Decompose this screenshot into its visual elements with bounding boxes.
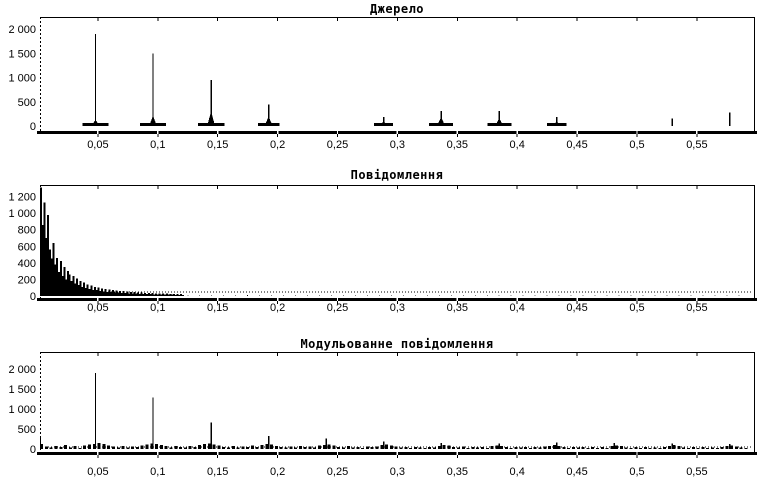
x-tick-label: 0,15	[207, 302, 228, 314]
chart-title-message: Повідомлення	[350, 168, 444, 182]
x-tick-label: 0,3	[390, 466, 405, 478]
y-tick-label: 1 000	[8, 208, 36, 220]
x-axis-tick-gap	[696, 131, 698, 134]
x-tick-label: 0,05	[87, 466, 108, 478]
y-tick-label: 600	[18, 241, 36, 253]
x-tick-label: 0,25	[327, 302, 348, 314]
y-tick-label: 1 500	[8, 48, 36, 60]
y-tick-label: 1 000	[8, 404, 36, 416]
x-tick-label: 0,55	[686, 302, 707, 314]
x-tick-label: 0,4	[510, 139, 525, 151]
y-tick-label: 2 000	[8, 24, 36, 36]
x-axis-tick-gap	[636, 452, 638, 455]
x-tick-label: 0,5	[629, 466, 644, 478]
x-tick-label: 0,5	[629, 139, 644, 151]
x-axis-tick-gap	[516, 131, 518, 134]
y-tick-label: 200	[18, 274, 36, 286]
x-axis-tick-gap	[696, 298, 698, 301]
y-tick-label: 0	[30, 291, 36, 303]
chart-plot-source: 0,05 0,1 0,15 0,2 0,25 0,3 0,35 0,4 0,45 0,5 0,55 0…	[8, 17, 757, 151]
x-axis-tick-gap	[636, 298, 638, 301]
x-axis-tick-gap	[516, 452, 518, 455]
x-tick-label: 0,4	[510, 302, 525, 314]
x-tick-label: 0,25	[327, 139, 348, 151]
noise-bars	[40, 187, 184, 296]
x-axis-tick-gap	[456, 298, 458, 301]
x-tick-label: 0,35	[447, 139, 468, 151]
x-axis-tick-gap	[217, 452, 219, 455]
x-axis-tick-gap	[97, 452, 99, 455]
x-axis-tick-gap	[217, 131, 219, 134]
x-axis-tick-gap	[336, 298, 339, 301]
x-axis-tick-gap	[576, 452, 578, 455]
chart-title-source: Джерело	[369, 2, 425, 16]
x-tick-label: 0,15	[207, 139, 228, 151]
x-tick-label: 0,3	[390, 302, 405, 314]
x-axis-tick-gap	[576, 131, 578, 134]
y-tick-label: 800	[18, 225, 36, 237]
x-tick-label: 0,2	[270, 302, 285, 314]
chart-section-source: Джерело 0,05 0,1 0,15 0,2 0,25 0,3 0,35 0,4 0,45…	[0, 0, 765, 158]
x-axis-tick-gap	[336, 452, 339, 455]
x-tick-label: 0,1	[150, 302, 165, 314]
y-tick-label: 0	[30, 121, 36, 133]
x-axis-tick-gap	[456, 452, 458, 455]
chart-title-modulated: Модульованне повідомлення	[300, 337, 494, 351]
y-tick-label: 0	[30, 444, 36, 456]
x-axis-tick-gap	[157, 452, 159, 455]
x-tick-label: 0,3	[390, 139, 405, 151]
y-tick-label: 1 000	[8, 73, 36, 85]
x-tick-label: 0,5	[629, 302, 644, 314]
x-tick-label: 0,05	[87, 139, 108, 151]
x-axis-tick-gap	[636, 131, 638, 134]
x-tick-label: 0,1	[150, 466, 165, 478]
x-axis-tick-gap	[276, 131, 279, 134]
x-axis-tick-gap	[456, 131, 458, 134]
x-axis-tick-gap	[97, 131, 99, 134]
y-tick-label: 500	[18, 424, 36, 436]
chart-section-modulated: Модульованне повідомлення 0,05 0,1 0,15 0,2…	[0, 328, 765, 481]
x-axis-tick-gap	[157, 298, 159, 301]
tail-bars	[187, 295, 740, 296]
x-axis-tick-gap	[276, 298, 279, 301]
chart-section-message: Повідомлення 0,05 0,1 0,15 0,2 0,25 0,3 0,35 0,…	[0, 158, 765, 328]
y-tick-label: 500	[18, 97, 36, 109]
x-axis-tick-gap	[396, 452, 399, 455]
y-tick-label: 400	[18, 258, 36, 270]
x-tick-label: 0,35	[447, 302, 468, 314]
x-tick-label: 0,1	[150, 139, 165, 151]
x-axis-tick-gap	[396, 298, 399, 301]
chart-plot-message: 0,05 0,1 0,15 0,2 0,25 0,3 0,35 0,4 0,45 0,5 0,55 0…	[8, 185, 757, 314]
noise-bars	[40, 443, 748, 449]
x-axis-tick-gap	[396, 131, 399, 134]
x-axis-tick-gap	[336, 131, 339, 134]
x-tick-label: 0,4	[510, 466, 525, 478]
y-tick-label: 2 000	[8, 364, 36, 376]
x-tick-label: 0,45	[566, 466, 587, 478]
x-tick-label: 0,15	[207, 466, 228, 478]
x-tick-label: 0,2	[270, 466, 285, 478]
x-axis-tick-gap	[576, 298, 578, 301]
x-tick-label: 0,55	[686, 139, 707, 151]
x-axis-tick-gap	[157, 131, 159, 134]
chart-plot-modulated: 0,05 0,1 0,15 0,2 0,25 0,3 0,35 0,4 0,45 0,5 0,55 0…	[8, 352, 757, 478]
x-axis-tick-gap	[97, 298, 99, 301]
x-tick-label: 0,2	[270, 139, 285, 151]
x-axis-tick-gap	[516, 298, 518, 301]
x-axis-tick-gap	[696, 452, 698, 455]
y-tick-label: 1 200	[8, 192, 36, 204]
x-tick-label: 0,25	[327, 466, 348, 478]
x-tick-label: 0,55	[686, 466, 707, 478]
x-axis-tick-gap	[217, 298, 219, 301]
x-tick-label: 0,45	[566, 302, 587, 314]
x-tick-label: 0,05	[87, 302, 108, 314]
x-axis-tick-gap	[276, 452, 279, 455]
y-tick-label: 1 500	[8, 384, 36, 396]
x-tick-label: 0,45	[566, 139, 587, 151]
x-tick-label: 0,35	[447, 466, 468, 478]
